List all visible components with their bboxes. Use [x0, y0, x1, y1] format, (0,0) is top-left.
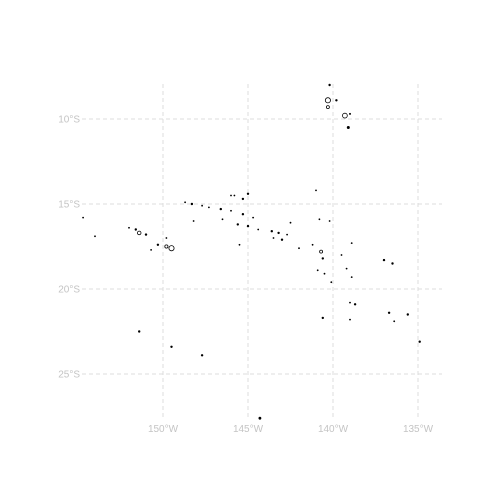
island: [136, 230, 142, 236]
island: [346, 126, 350, 129]
island: [324, 97, 331, 104]
island: [350, 276, 353, 278]
island: [168, 245, 175, 252]
island: [230, 194, 232, 197]
island: [258, 416, 262, 420]
island: [349, 112, 351, 115]
island: [201, 204, 204, 207]
island: [391, 262, 394, 265]
longitude-tick-label: 140°W: [318, 424, 349, 435]
island: [342, 112, 348, 119]
island: [252, 216, 255, 219]
island: [241, 197, 245, 201]
island: [418, 340, 421, 343]
island: [325, 105, 330, 109]
island: [233, 194, 236, 197]
island: [82, 216, 84, 219]
island: [349, 318, 351, 321]
island: [353, 303, 357, 306]
islands: [82, 83, 421, 420]
island: [138, 330, 141, 333]
latitude-tick-label: 10°S: [58, 115, 80, 126]
island: [236, 223, 239, 226]
island: [349, 301, 351, 304]
island: [330, 281, 333, 284]
island: [94, 235, 96, 238]
longitude-tick-label: 135°W: [403, 424, 434, 435]
island: [315, 189, 317, 192]
latitude-tick-label: 25°S: [58, 370, 80, 381]
island: [170, 345, 173, 348]
island: [321, 316, 324, 320]
island: [319, 249, 324, 254]
island: [190, 202, 194, 206]
island: [241, 213, 245, 216]
island: [393, 320, 396, 323]
island: [286, 233, 288, 236]
island: [272, 237, 275, 239]
island: [128, 226, 130, 229]
island: [280, 238, 284, 241]
island: [200, 354, 204, 357]
island: [382, 258, 386, 262]
island: [165, 237, 168, 239]
island: [246, 224, 250, 228]
island: [184, 201, 187, 204]
island: [335, 99, 338, 102]
latitude-tick-label: 15°S: [58, 200, 80, 211]
island: [144, 233, 148, 236]
island: [150, 249, 153, 251]
tick-labels: 150°W 145°W 140°W 135°W 10°S 15°S 20°S 25°S: [58, 115, 433, 436]
island: [230, 209, 232, 212]
island: [345, 267, 348, 270]
island: [350, 242, 353, 245]
island: [246, 192, 250, 195]
island: [289, 221, 292, 224]
island: [328, 220, 331, 222]
island: [270, 230, 273, 233]
island: [277, 231, 280, 235]
graticule: [82, 84, 442, 420]
latitude-tick-label: 20°S: [58, 285, 80, 296]
island: [316, 269, 319, 272]
island: [221, 218, 224, 221]
island: [387, 311, 391, 314]
island: [134, 228, 137, 231]
island: [257, 228, 260, 231]
island: [298, 247, 300, 250]
island: [311, 243, 314, 246]
island: [321, 257, 324, 260]
island: [238, 243, 241, 246]
island: [208, 206, 210, 209]
longitude-tick-label: 145°W: [233, 424, 264, 435]
island: [156, 243, 160, 246]
longitude-tick-label: 150°W: [148, 424, 179, 435]
island: [192, 220, 195, 222]
island: [318, 218, 321, 221]
island: [219, 207, 222, 211]
island: [164, 244, 169, 249]
island: [323, 272, 326, 275]
island: [406, 313, 409, 316]
island: [340, 254, 343, 256]
island: [328, 83, 331, 87]
